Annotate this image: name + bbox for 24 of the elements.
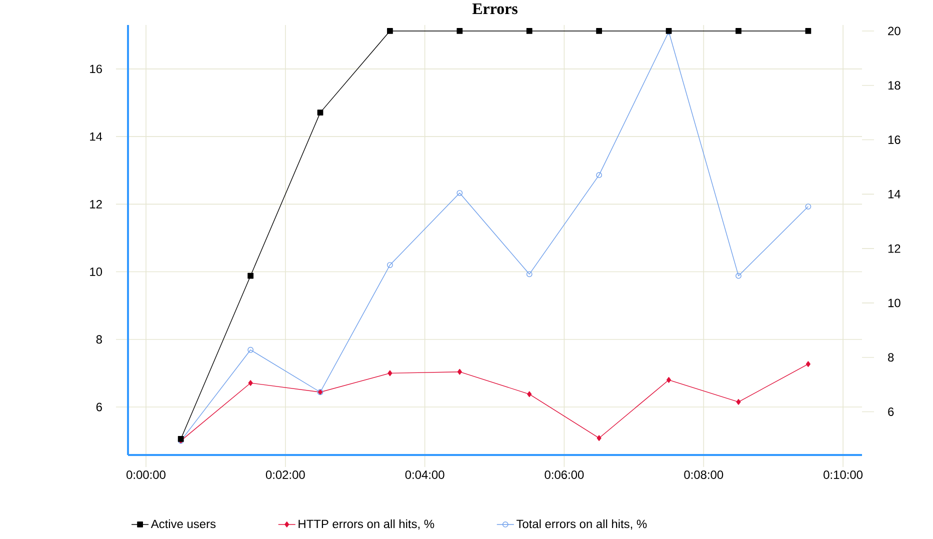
x-tick-label: 0:00:00 [126, 470, 166, 479]
y-tick-label: 14 [90, 132, 102, 141]
y2-tick-label: 10 [888, 298, 900, 308]
y2-tick-label: 14 [888, 190, 900, 198]
legend-label: HTTP errors on all hits, % [298, 519, 434, 530]
y-tick-label: 12 [90, 200, 102, 208]
y2-tick-label: 12 [888, 244, 900, 253]
y-tick-label: 10 [90, 268, 102, 276]
y2-tick-label: 16 [888, 136, 900, 144]
y-tick-label: 8 [96, 335, 102, 344]
x-tick-label: 0:06:00 [544, 470, 584, 479]
chart-title: Errors [472, 4, 518, 14]
y2-tick-label: 18 [888, 81, 900, 90]
y2-tick-label: 6 [888, 408, 894, 416]
y2-tick-label: 8 [888, 353, 894, 362]
x-tick-label: 0:04:00 [405, 470, 444, 479]
legend-label: Active users [150, 519, 216, 528]
legend-label: Total errors on all hits, % [516, 519, 647, 530]
y-tick-label: 6 [96, 402, 102, 412]
x-tick-label: 0:02:00 [266, 470, 305, 479]
y2-tick-label: 20 [888, 26, 900, 36]
y-tick-label: 16 [90, 64, 102, 74]
x-tick-label: 0:10:00 [824, 470, 863, 479]
x-tick-label: 0:08:00 [684, 470, 724, 479]
